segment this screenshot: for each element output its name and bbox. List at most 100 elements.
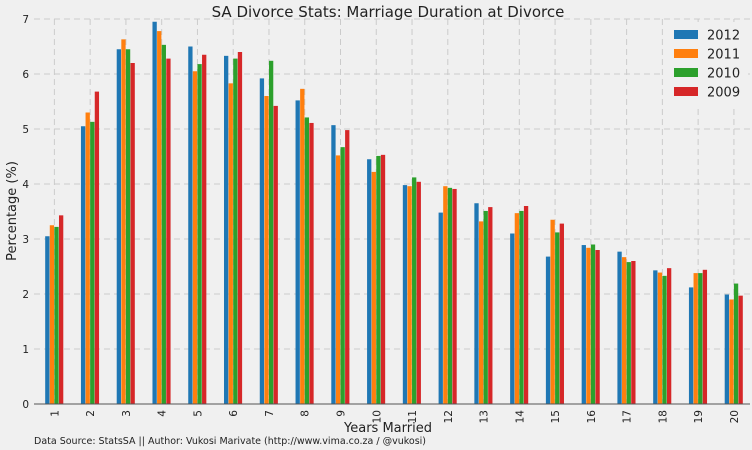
- bar-2009-13: [488, 207, 493, 404]
- bar-2009-12: [452, 188, 457, 404]
- bar-2010-18: [662, 275, 667, 404]
- bar-2009-9: [345, 130, 350, 404]
- bar-2012-18: [653, 270, 658, 404]
- x-tick-label: 11: [407, 410, 419, 423]
- bar-2011-18: [657, 272, 663, 404]
- bar-2012-5: [188, 46, 193, 404]
- legend: 2012 2011 2010 2009: [664, 22, 748, 106]
- bar-2009-6: [237, 52, 243, 404]
- bar-2012-17: [617, 251, 622, 404]
- bar-2010-2: [90, 121, 95, 404]
- bar-2010-17: [626, 262, 631, 404]
- bar-2011-13: [478, 221, 484, 404]
- bar-2009-4: [166, 58, 171, 404]
- bar-2011-2: [85, 112, 90, 404]
- bar-2010-6: [233, 58, 238, 404]
- bar-2010-13: [483, 210, 488, 404]
- bar-2009-20: [738, 295, 743, 404]
- x-tick-label: 4: [157, 410, 169, 417]
- bar-2011-11: [407, 186, 412, 404]
- bar-2012-6: [224, 55, 229, 404]
- bar-2009-16: [595, 250, 600, 404]
- bar-2009-14: [523, 206, 529, 404]
- bar-2010-7: [268, 60, 274, 405]
- x-tick-label: 10: [371, 410, 383, 423]
- bar-2010-15: [555, 232, 560, 404]
- bar-2011-6: [228, 83, 233, 404]
- bar-2012-13: [474, 203, 479, 404]
- x-tick-label: 9: [335, 410, 347, 417]
- x-tick-label: 16: [586, 410, 598, 424]
- x-tick-label: 12: [443, 410, 455, 423]
- bar-2012-11: [402, 185, 408, 404]
- bar-2011-8: [300, 88, 305, 404]
- bar-2010-5: [197, 64, 202, 404]
- bar-2012-19: [688, 287, 694, 404]
- bar-2012-10: [367, 159, 372, 404]
- bar-2011-3: [121, 39, 126, 404]
- x-axis-label: Years Married: [343, 421, 432, 436]
- x-tick-label: 7: [264, 410, 276, 417]
- x-tick-label: 17: [622, 410, 634, 423]
- bar-2009-17: [631, 261, 636, 404]
- bar-2009-5: [202, 54, 207, 404]
- bar-2011-10: [371, 171, 376, 404]
- bar-2009-18: [666, 268, 672, 404]
- bar-2011-17: [622, 257, 627, 404]
- bar-2012-7: [259, 78, 265, 405]
- legend-swatch-2011: [674, 49, 698, 58]
- x-tick-label: 20: [729, 410, 741, 423]
- bar-2010-20: [733, 283, 739, 404]
- x-tick-label: 13: [479, 410, 491, 423]
- x-tick-label: 3: [121, 410, 133, 417]
- legend-swatch-2009: [674, 87, 698, 96]
- bar-2010-9: [340, 147, 345, 404]
- y-tick-label: 1: [22, 344, 29, 356]
- bar-2011-19: [693, 273, 698, 404]
- legend-label-2012: 2012: [707, 29, 740, 44]
- y-tick-label: 0: [22, 399, 29, 411]
- bar-2011-4: [157, 31, 162, 404]
- bar-2009-2: [94, 91, 100, 404]
- bar-2010-1: [54, 226, 59, 404]
- bar-2009-19: [702, 269, 708, 404]
- bar-2010-11: [412, 177, 417, 404]
- x-tick-label: 8: [300, 410, 312, 417]
- y-tick-label: 4: [22, 179, 29, 191]
- bar-2010-16: [590, 244, 596, 404]
- bar-2011-9: [335, 155, 341, 404]
- bar-2012-9: [331, 125, 336, 405]
- bar-2011-15: [550, 219, 555, 404]
- legend-label-2011: 2011: [707, 48, 740, 63]
- x-tick-label: 15: [550, 410, 562, 423]
- y-tick-label: 2: [22, 289, 29, 301]
- bar-2011-5: [192, 71, 198, 404]
- bar-2009-15: [559, 223, 564, 404]
- x-tick-label: 18: [657, 410, 669, 423]
- y-tick-label: 7: [22, 14, 29, 26]
- bar-2012-15: [545, 256, 551, 404]
- x-tick-label: 5: [192, 410, 204, 417]
- bar-2009-11: [416, 181, 421, 404]
- bar-2009-7: [273, 105, 278, 405]
- legend-label-2009: 2009: [707, 86, 740, 101]
- bar-2010-3: [125, 49, 131, 404]
- bar-2011-20: [729, 299, 734, 404]
- bar-2011-16: [586, 247, 591, 404]
- y-axis-label: Percentage (%): [5, 161, 20, 261]
- bar-2012-14: [510, 233, 515, 404]
- bar-2010-19: [698, 273, 703, 404]
- bar-2009-8: [309, 122, 314, 404]
- bar-2010-14: [519, 210, 524, 404]
- bar-2010-12: [447, 187, 453, 404]
- legend-swatch-2010: [674, 68, 698, 77]
- x-tick-label: 2: [85, 410, 97, 417]
- bar-2012-2: [80, 126, 86, 404]
- bar-2009-3: [130, 63, 135, 404]
- bar-2012-3: [116, 49, 122, 404]
- bar-2009-10: [380, 154, 386, 404]
- bar-2012-16: [581, 245, 586, 404]
- bar-2009-1: [58, 215, 64, 404]
